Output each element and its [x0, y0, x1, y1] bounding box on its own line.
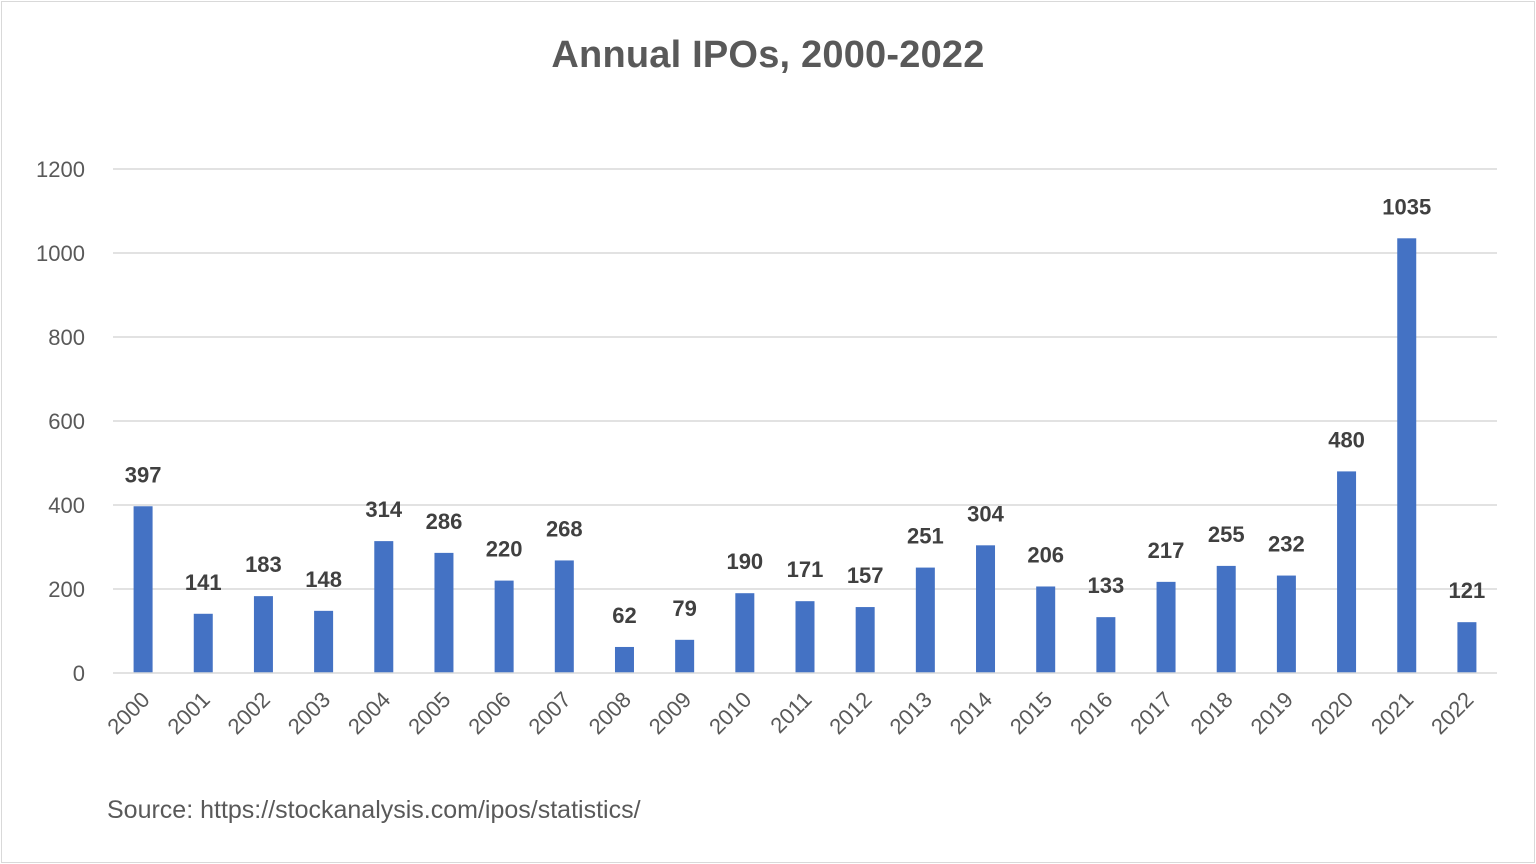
- x-tick-label: 2020: [1306, 687, 1358, 739]
- data-label: 206: [1027, 542, 1064, 567]
- data-label: 304: [967, 501, 1004, 526]
- x-tick-label: 2012: [824, 687, 876, 739]
- bar: [976, 545, 996, 673]
- x-tick-label: 2004: [343, 687, 395, 739]
- data-label: 183: [245, 552, 282, 577]
- bar: [1337, 471, 1357, 673]
- y-tick-label: 0: [73, 661, 85, 686]
- data-label: 255: [1208, 522, 1245, 547]
- bar: [253, 596, 273, 673]
- y-tick-label: 400: [48, 493, 85, 518]
- data-label: 121: [1449, 578, 1486, 603]
- x-tick-label: 2018: [1185, 687, 1237, 739]
- bar: [494, 580, 514, 673]
- y-tick-label: 600: [48, 409, 85, 434]
- data-label: 480: [1328, 427, 1365, 452]
- bar: [1036, 586, 1056, 673]
- bar: [1156, 581, 1176, 673]
- data-label: 141: [185, 570, 222, 595]
- x-tick-label: 2001: [163, 687, 215, 739]
- bar: [1457, 622, 1477, 673]
- bar: [614, 646, 634, 673]
- x-tick-label: 2007: [524, 687, 576, 739]
- bar: [374, 541, 394, 673]
- bar: [855, 607, 875, 673]
- x-tick-label: 2015: [1005, 687, 1057, 739]
- x-tick-label: 2019: [1246, 687, 1298, 739]
- y-tick-label: 1200: [36, 157, 85, 182]
- x-tick-label: 2014: [945, 687, 997, 739]
- y-tick-label: 800: [48, 325, 85, 350]
- data-label: 148: [305, 567, 342, 592]
- data-label: 397: [125, 462, 162, 487]
- data-label: 157: [847, 563, 884, 588]
- bar: [1276, 575, 1296, 673]
- bar: [314, 610, 334, 673]
- chart-title: Annual IPOs, 2000-2022: [551, 34, 985, 76]
- bar: [434, 552, 454, 673]
- data-label: 190: [726, 549, 763, 574]
- data-label: 286: [426, 509, 463, 534]
- x-tick-label: 2008: [584, 687, 636, 739]
- data-label: 217: [1148, 538, 1185, 563]
- x-tick-label: 2010: [704, 687, 756, 739]
- data-label: 171: [787, 557, 824, 582]
- x-tick-label: 2000: [102, 687, 154, 739]
- x-tick-label: 2016: [1065, 687, 1117, 739]
- data-label: 79: [672, 596, 696, 621]
- x-tick-label: 2021: [1366, 687, 1418, 739]
- data-label: 62: [612, 603, 636, 628]
- bar: [675, 639, 695, 673]
- data-label: 251: [907, 524, 944, 549]
- data-label: 314: [365, 497, 402, 522]
- x-tick-label: 2002: [223, 687, 275, 739]
- bar: [193, 613, 213, 673]
- x-tick-label: 2022: [1426, 687, 1478, 739]
- data-label: 232: [1268, 532, 1305, 557]
- bar: [795, 601, 815, 673]
- x-tick-label: 2017: [1125, 687, 1177, 739]
- x-tick-label: 2013: [885, 687, 937, 739]
- y-tick-label: 1000: [36, 241, 85, 266]
- x-tick-label: 2005: [403, 687, 455, 739]
- x-tick-label: 2006: [463, 687, 515, 739]
- x-tick-label: 2003: [283, 687, 335, 739]
- bar: [1096, 617, 1116, 673]
- source-note: Source: https://stockanalysis.com/ipos/s…: [107, 796, 641, 824]
- bar: [554, 560, 574, 673]
- y-tick-label: 200: [48, 577, 85, 602]
- data-label: 268: [546, 516, 583, 541]
- data-label: 1035: [1382, 194, 1431, 219]
- bar: [1397, 238, 1417, 674]
- x-tick-label: 2009: [644, 687, 696, 739]
- bar: [133, 506, 153, 673]
- bar: [1216, 565, 1236, 673]
- x-tick-label: 2011: [765, 687, 816, 738]
- bar: [915, 567, 935, 673]
- data-label: 220: [486, 537, 523, 562]
- bar: [735, 593, 755, 673]
- data-label: 133: [1088, 573, 1125, 598]
